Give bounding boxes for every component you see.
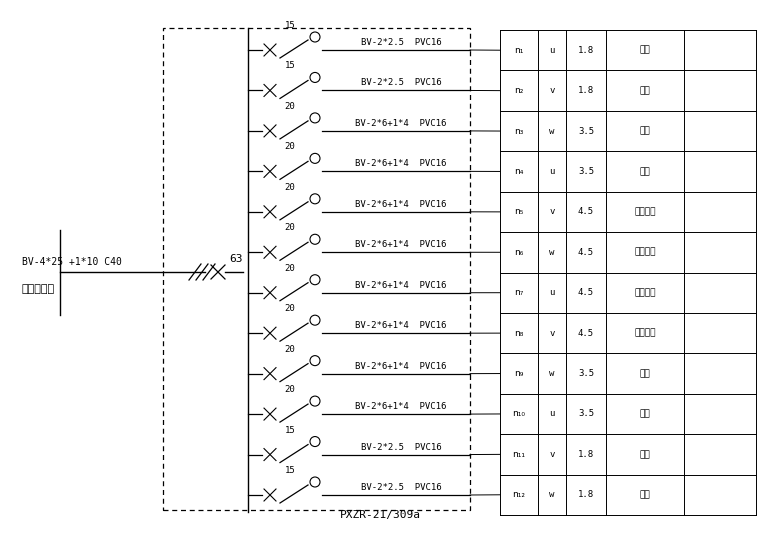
Text: n₁₁: n₁₁ [512,450,525,459]
Text: 1.8: 1.8 [578,490,594,499]
Text: 路灯: 路灯 [640,45,651,55]
Text: n₇: n₇ [515,288,524,297]
Text: 15: 15 [285,426,296,434]
Text: w: w [549,369,555,378]
Text: n₄: n₄ [515,167,524,176]
Text: n₃: n₃ [515,127,524,136]
Text: u: u [549,167,555,176]
Text: 20: 20 [285,304,296,313]
Text: u: u [549,410,555,418]
Text: BV-2*6+1*4  PVC16: BV-2*6+1*4 PVC16 [356,321,447,330]
Text: n₁₂: n₁₂ [512,490,525,499]
Text: u: u [549,45,555,55]
Text: 15: 15 [285,466,296,475]
Text: v: v [549,207,555,216]
Text: 空调插座: 空调插座 [635,328,656,338]
Text: 1.8: 1.8 [578,86,594,95]
Text: 20: 20 [285,223,296,232]
Text: 3.5: 3.5 [578,369,594,378]
Text: 插座: 插座 [640,127,651,136]
Text: 4.5: 4.5 [578,288,594,297]
Text: n₈: n₈ [515,328,524,338]
Text: 照明: 照明 [640,86,651,95]
Text: 1.8: 1.8 [578,450,594,459]
Text: 20: 20 [285,385,296,394]
Text: n₂: n₂ [515,86,524,95]
Text: 插座: 插座 [640,410,651,418]
Text: 路灯: 路灯 [640,450,651,459]
Text: PXZR-21/309a: PXZR-21/309a [340,510,420,520]
Text: 接市政电源: 接市政电源 [22,284,55,294]
Text: w: w [549,490,555,499]
Text: 15: 15 [285,21,296,30]
Text: 3.5: 3.5 [578,127,594,136]
Text: w: w [549,127,555,136]
Text: BV-2*6+1*4  PVC16: BV-2*6+1*4 PVC16 [356,240,447,249]
Text: 63: 63 [230,254,242,264]
Text: u: u [549,288,555,297]
Text: 照明: 照明 [640,490,651,499]
Text: 4.5: 4.5 [578,207,594,216]
Text: 空调插座: 空调插座 [635,288,656,297]
Bar [163,28,470,510]
Text: BV-2*2.5  PVC16: BV-2*2.5 PVC16 [361,78,442,88]
Text: 4.5: 4.5 [578,248,594,257]
Text: n₁: n₁ [515,45,524,55]
Text: BV-2*6+1*4  PVC16: BV-2*6+1*4 PVC16 [356,361,447,371]
Text: BV-2*6+1*4  PVC16: BV-2*6+1*4 PVC16 [356,160,447,168]
Text: BV-2*6+1*4  PVC16: BV-2*6+1*4 PVC16 [356,119,447,128]
Text: 20: 20 [285,263,296,273]
Text: 3.5: 3.5 [578,167,594,176]
Text: BV-2*2.5  PVC16: BV-2*2.5 PVC16 [361,38,442,47]
Text: 3.5: 3.5 [578,410,594,418]
Text: n₆: n₆ [515,248,524,257]
Text: 插座: 插座 [640,369,651,378]
Text: BV-2*2.5  PVC16: BV-2*2.5 PVC16 [361,483,442,492]
Text: v: v [549,328,555,338]
Text: 1.8: 1.8 [578,45,594,55]
Text: 20: 20 [285,345,296,354]
Text: 4.5: 4.5 [578,328,594,338]
Text: 插座: 插座 [640,167,651,176]
Text: 空调插座: 空调插座 [635,248,656,257]
Text: 20: 20 [285,102,296,111]
Text: BV-2*2.5  PVC16: BV-2*2.5 PVC16 [361,443,442,452]
Text: n₉: n₉ [515,369,524,378]
Text: 20: 20 [285,183,296,192]
Text: n₁₀: n₁₀ [512,410,525,418]
Text: v: v [549,450,555,459]
Text: w: w [549,248,555,257]
Text: n₅: n₅ [515,207,524,216]
Text: 15: 15 [285,62,296,70]
Text: BV-4*25 +1*10 C40: BV-4*25 +1*10 C40 [22,257,122,267]
Text: 20: 20 [285,142,296,151]
Text: BV-2*6+1*4  PVC16: BV-2*6+1*4 PVC16 [356,200,447,209]
Text: BV-2*6+1*4  PVC16: BV-2*6+1*4 PVC16 [356,281,447,290]
Text: 空调插座: 空调插座 [635,207,656,216]
Text: BV-2*6+1*4  PVC16: BV-2*6+1*4 PVC16 [356,402,447,411]
Text: v: v [549,86,555,95]
